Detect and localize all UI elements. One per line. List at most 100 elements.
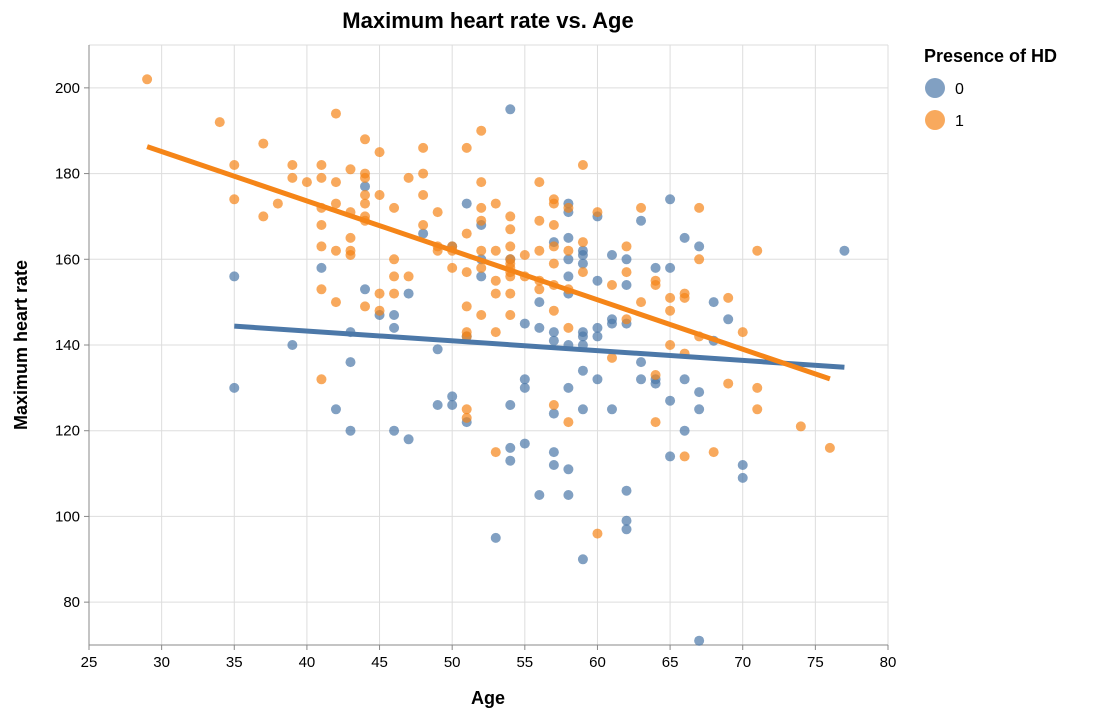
data-point-hd-1 [476,262,487,273]
x-tick-label: 70 [734,654,751,671]
data-point-hd-0 [519,374,530,385]
data-point-hd-1 [461,267,472,278]
data-point-hd-1 [389,271,400,282]
data-point-hd-0 [636,215,647,226]
data-point-hd-0 [447,400,458,410]
data-point-hd-0 [694,241,705,252]
data-point-hd-1 [621,267,632,278]
data-point-hd-1 [737,327,748,338]
data-point-hd-1 [461,412,472,423]
data-point-hd-1 [636,297,647,308]
data-point-hd-0 [476,271,487,282]
data-point-hd-1 [490,198,501,209]
data-point-hd-1 [360,301,371,312]
data-point-hd-1 [476,177,487,188]
data-point-hd-0 [694,635,705,646]
data-point-hd-1 [476,245,487,256]
data-point-hd-0 [287,340,298,350]
data-point-hd-1 [636,202,647,213]
legend-symbol-hd-0 [925,78,945,98]
data-point-hd-0 [665,262,676,273]
data-point-hd-1 [418,142,429,153]
legend-label-hd-1: 1 [955,113,964,130]
data-point-hd-1 [389,288,400,299]
data-point-hd-1 [519,250,530,260]
data-point-hd-0 [563,271,574,282]
data-point-hd-1 [229,160,240,170]
data-point-hd-1 [621,241,632,252]
x-tick-label: 40 [299,654,316,671]
x-tick-label: 65 [662,654,679,671]
data-point-hd-1 [316,160,327,170]
data-point-hd-1 [606,280,617,290]
data-point-hd-1 [374,288,385,299]
data-point-hd-0 [621,254,632,265]
data-point-hd-1 [534,177,545,188]
data-point-hd-1 [476,310,487,320]
data-point-hd-1 [650,417,661,428]
x-axis-title: Age [471,688,505,708]
data-point-hd-0 [345,425,356,436]
data-point-hd-1 [418,190,429,200]
data-point-hd-1 [316,241,327,252]
data-point-hd-1 [389,202,400,213]
data-point-hd-0 [389,322,400,333]
data-point-hd-0 [606,318,617,329]
data-point-hd-0 [432,400,443,410]
data-point-hd-0 [737,472,748,483]
y-tick-label: 200 [55,80,80,97]
data-point-hd-1 [345,232,356,243]
data-point-hd-1 [374,147,385,158]
data-point-hd-0 [534,322,545,333]
data-point-hd-0 [563,232,574,243]
data-point-hd-1 [418,220,429,230]
data-point-hd-0 [606,404,617,415]
x-tick-label: 35 [226,654,243,671]
data-point-hd-0 [548,460,559,470]
data-point-hd-1 [490,447,501,458]
data-point-hd-0 [360,284,371,295]
data-point-hd-1 [665,340,676,350]
x-tick-label: 45 [371,654,388,671]
data-point-hd-0 [737,460,748,470]
data-point-hd-1 [548,198,559,209]
data-point-hd-1 [752,382,763,393]
data-point-hd-1 [548,258,559,269]
data-point-hd-1 [330,297,341,308]
data-point-hd-0 [577,258,588,269]
trend-line-hd-0 [234,323,845,370]
data-point-hd-1 [330,198,341,209]
x-tick-label: 60 [589,654,606,671]
data-point-hd-1 [563,417,574,428]
data-point-hd-1 [577,267,588,278]
x-tick-label: 80 [880,654,897,671]
data-point-hd-1 [563,202,574,213]
data-point-hd-1 [360,134,371,145]
data-point-hd-1 [330,177,341,188]
data-point-hd-1 [229,194,240,205]
data-point-hd-1 [258,138,269,149]
legend-symbol-hd-1 [925,110,945,130]
data-point-hd-1 [330,108,341,119]
data-point-hd-1 [505,241,516,252]
data-point-hd-0 [548,447,559,458]
data-point-hd-1 [461,301,472,312]
data-point-hd-0 [316,262,327,273]
data-point-hd-0 [563,254,574,265]
data-point-hd-1 [563,322,574,333]
data-point-hd-0 [505,455,516,466]
data-point-hd-1 [752,245,763,256]
data-point-hd-1 [345,164,356,175]
data-point-hd-1 [679,451,690,462]
data-point-hd-1 [345,250,356,260]
data-point-hd-0 [839,245,850,256]
data-point-hd-0 [360,181,371,192]
y-tick-label: 140 [55,337,80,354]
data-point-hd-0 [606,250,617,260]
data-point-hd-1 [723,378,734,389]
data-point-hd-1 [650,370,661,380]
data-point-hd-0 [650,378,661,389]
data-point-hd-1 [374,305,385,316]
x-tick-label: 25 [81,654,98,671]
